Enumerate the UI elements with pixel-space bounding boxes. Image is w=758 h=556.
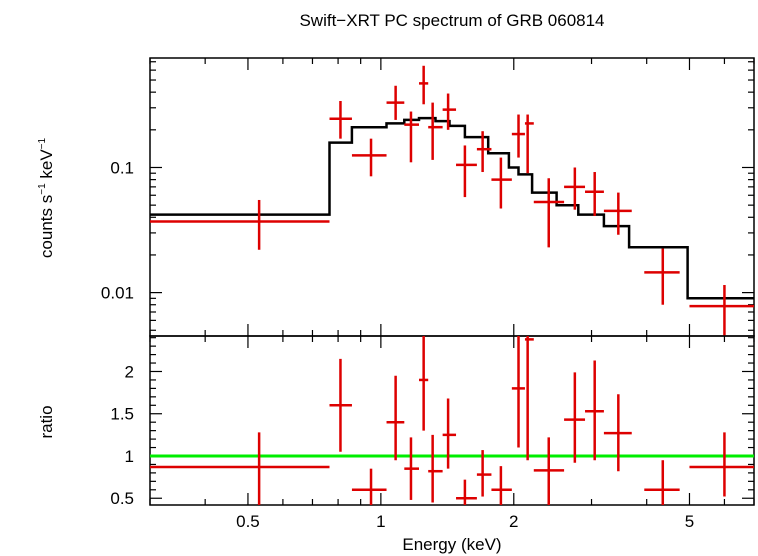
spectrum-data-point (644, 248, 680, 305)
spectrum-y-axis-label: counts s−1 keV−1 (37, 137, 56, 258)
y-tick-label: 0.1 (110, 158, 134, 177)
ratio-data-point (329, 358, 352, 452)
chart-title: Swift−XRT PC spectrum of GRB 060814 (299, 11, 604, 30)
spectrum-data-point (689, 285, 754, 336)
ratio-data-point (428, 434, 443, 503)
x-tick-label: 5 (685, 512, 694, 531)
y-tick-label: 0.01 (101, 284, 134, 303)
ratio-data-point (585, 360, 604, 461)
spectrum-data-point (564, 167, 586, 210)
spectrum-data-point (585, 172, 604, 216)
spectrum-data-point (603, 192, 632, 235)
y-label-exp-2: −1 (37, 137, 48, 149)
spectrum-panel: 0.01 0.1 (101, 57, 755, 337)
ratio-data-point (456, 479, 477, 505)
spectrum-data-point (150, 199, 330, 250)
spectrum-data-point (418, 65, 429, 105)
ratio-data-point (564, 372, 586, 463)
spectrum-data-point (351, 138, 387, 177)
ratio-y-axis-label: ratio (37, 405, 56, 438)
x-tick-label: 0.5 (236, 512, 260, 531)
ratio-data-point (491, 466, 512, 505)
ratio-data-point (689, 432, 754, 497)
spectrum-data-point (442, 93, 457, 130)
spectrum-data-point (476, 131, 492, 173)
spectrum-data-point (491, 157, 512, 209)
ratio-data-point (533, 437, 565, 505)
spectrum-data-point (386, 85, 405, 120)
spectrum-data-point (533, 178, 565, 248)
spectrum-data-point (329, 100, 352, 139)
x-axis-label: Energy (keV) (402, 535, 501, 554)
y-label-exp-1: −1 (37, 183, 48, 195)
y-tick-label: 1 (125, 447, 134, 466)
ratio-data-point (351, 468, 387, 505)
ratio-data-point (442, 398, 457, 469)
spectrum-data-point (456, 145, 477, 198)
y-tick-label: 1.5 (110, 405, 134, 424)
ratio-data-point (150, 432, 330, 505)
y-tick-label: 0.5 (110, 489, 134, 508)
spectrum-data-point (428, 102, 443, 160)
y-label-mid: keV (37, 149, 56, 184)
ratio-data-point (418, 336, 429, 431)
ratio-data-point (644, 460, 680, 505)
y-tick-label: 2 (125, 362, 134, 381)
ratio-data-point (524, 336, 534, 461)
spectrum-data-point (404, 111, 419, 163)
ratio-frame (149, 335, 755, 506)
model-step-line (150, 116, 754, 300)
ratio-data-point (476, 450, 492, 497)
x-tick-label: 1 (376, 512, 385, 531)
ratio-data-point (511, 336, 525, 448)
ratio-panel: 0.5 1 2 5 0.5 1 1.5 2 (110, 335, 755, 531)
x-tick-label: 2 (509, 512, 518, 531)
spectrum-data-point (511, 114, 525, 158)
y-label-main: counts s (37, 195, 56, 258)
ratio-data-point (386, 375, 405, 461)
ratio-data-point (603, 394, 632, 472)
ratio-data-point (404, 437, 419, 500)
spectrum-data-point (524, 114, 534, 174)
